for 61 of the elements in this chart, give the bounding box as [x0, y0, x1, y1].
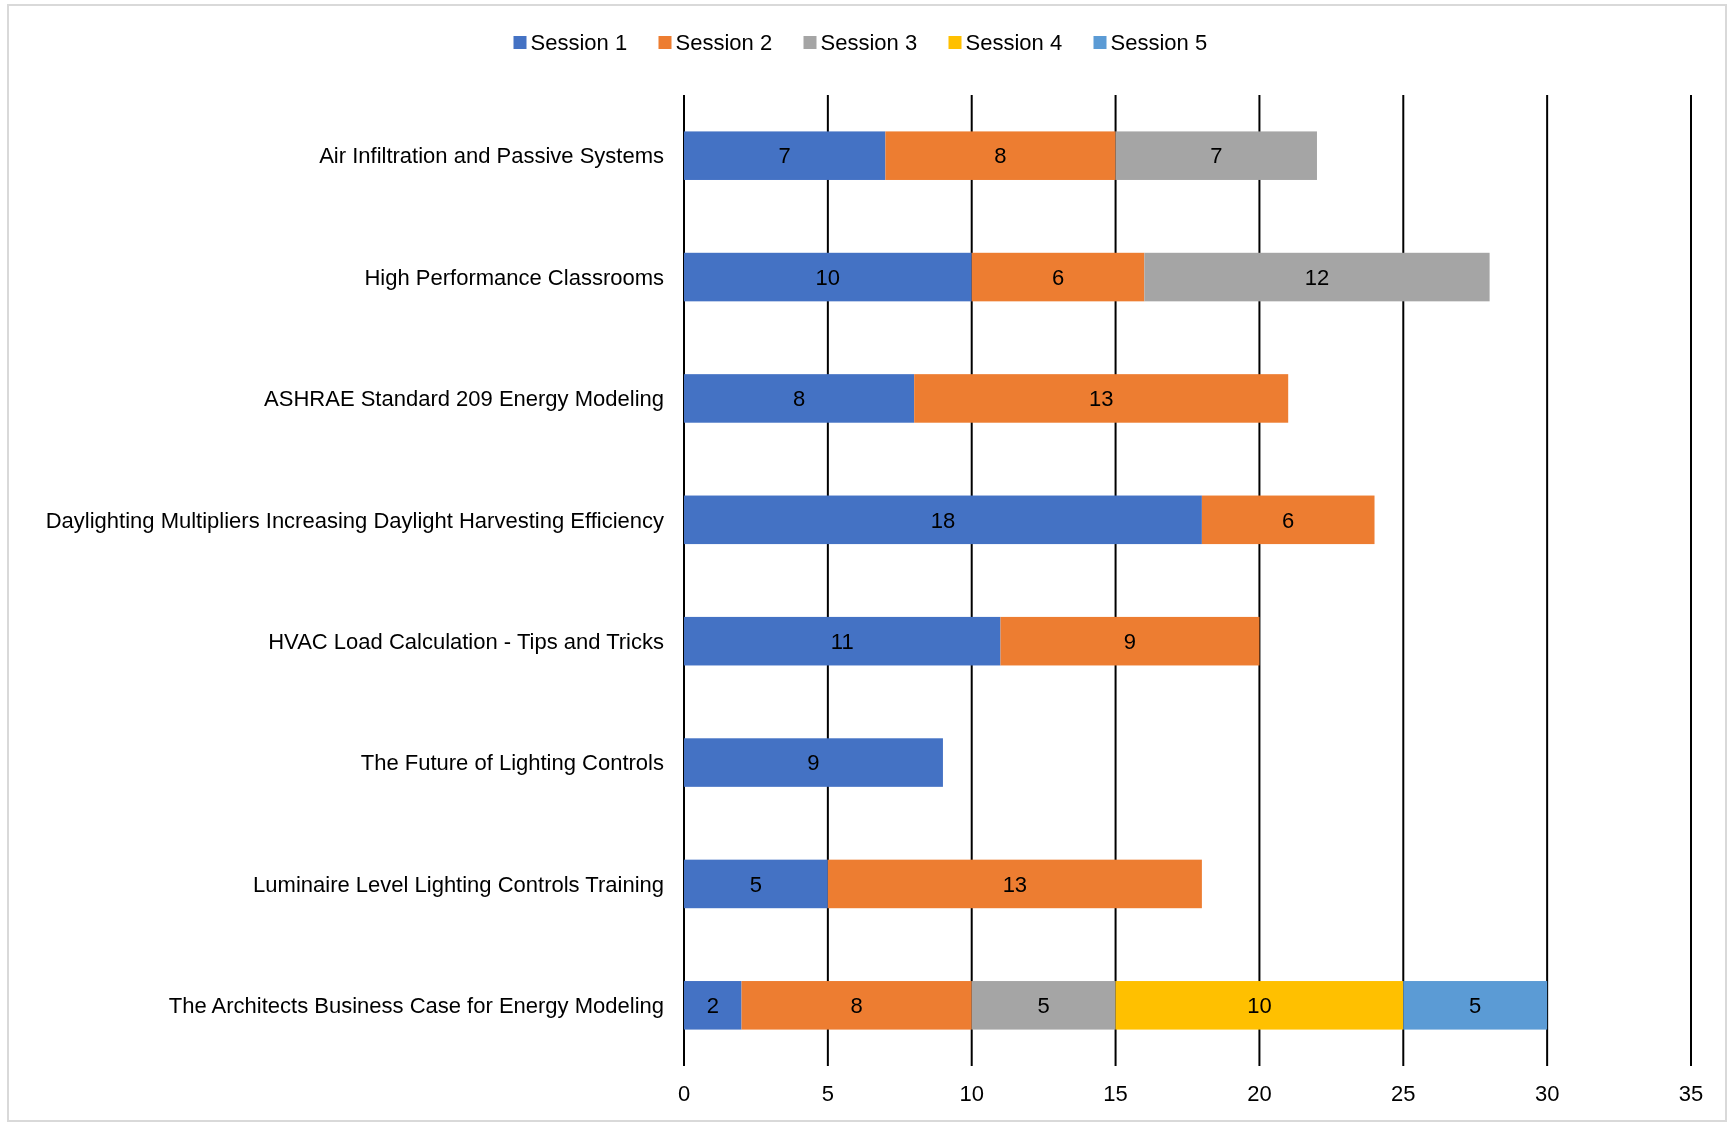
- legend-label: Session 2: [675, 30, 773, 55]
- legend-label: Session 1: [530, 30, 628, 55]
- x-tick-label: 20: [1247, 1081, 1272, 1106]
- x-tick-label: 10: [959, 1081, 984, 1106]
- data-label: 5: [749, 871, 763, 897]
- bar: [1115, 981, 1404, 1030]
- legend-label: Session 5: [1110, 30, 1208, 55]
- data-label: 5: [1037, 993, 1050, 1019]
- bar: [684, 616, 1001, 666]
- data-label: 6: [1282, 507, 1295, 533]
- y-tick-label: Air Infiltration and Passive Systems: [319, 143, 664, 169]
- bar: [684, 981, 742, 1030]
- y-tick-label: Daylighting Multipliers Increasing Daylight Harvesting Efficiency: [45, 507, 664, 533]
- y-tick-label: The Future of Lighting Controls: [360, 750, 664, 776]
- data-label: 8: [792, 386, 806, 412]
- data-label: 7: [1210, 143, 1223, 169]
- bar: [684, 374, 915, 423]
- bar: [684, 859, 828, 909]
- x-tick-label: 30: [1534, 1081, 1560, 1106]
- data-label: 13: [1088, 386, 1114, 412]
- bar: [914, 374, 1289, 423]
- bar: [684, 495, 1202, 545]
- bar: [885, 131, 1116, 180]
- bar: [1144, 252, 1490, 302]
- y-tick-label: High Performance Classrooms: [364, 264, 664, 290]
- bar: [684, 738, 943, 787]
- data-label: 9: [807, 750, 820, 776]
- bar: [1201, 495, 1375, 545]
- data-label: 7: [778, 143, 791, 169]
- y-tick-label: The Architects Business Case for Energy Modeling: [168, 993, 664, 1019]
- data-label: 6: [1051, 264, 1065, 290]
- x-tick-label: 5: [821, 1081, 834, 1106]
- data-label: 13: [1002, 871, 1028, 897]
- x-tick-label: 0: [677, 1081, 691, 1106]
- data-label: 10: [815, 264, 841, 290]
- y-tick-label: Luminaire Level Lighting Controls Training: [253, 871, 664, 897]
- data-label: 8: [994, 143, 1007, 169]
- bar: [971, 981, 1116, 1030]
- bar: [1115, 131, 1317, 180]
- bar: [684, 252, 972, 302]
- data-label: 10: [1247, 993, 1272, 1019]
- data-label: 9: [1123, 628, 1137, 654]
- y-tick-label: ASHRAE Standard 209 Energy Modeling: [264, 386, 664, 412]
- x-tick-label: 35: [1678, 1081, 1704, 1106]
- bar: [1000, 616, 1260, 666]
- legend-label: Session 4: [965, 30, 1063, 55]
- bar: [827, 859, 1202, 909]
- bar: [741, 981, 972, 1030]
- data-label: 5: [1469, 993, 1482, 1019]
- data-label: 11: [830, 628, 854, 654]
- legend-label: Session 3: [820, 30, 918, 55]
- y-tick-label: HVAC Load Calculation - Tips and Tricks: [268, 628, 664, 654]
- data-label: 2: [706, 993, 719, 1019]
- bar: [684, 131, 886, 180]
- data-label: 8: [850, 993, 863, 1019]
- data-label: 12: [1304, 264, 1330, 290]
- bar: [971, 252, 1145, 302]
- data-label: 18: [930, 507, 956, 533]
- x-tick-label: 25: [1391, 1081, 1416, 1106]
- x-tick-label: 15: [1103, 1081, 1128, 1106]
- bar: [1403, 981, 1548, 1030]
